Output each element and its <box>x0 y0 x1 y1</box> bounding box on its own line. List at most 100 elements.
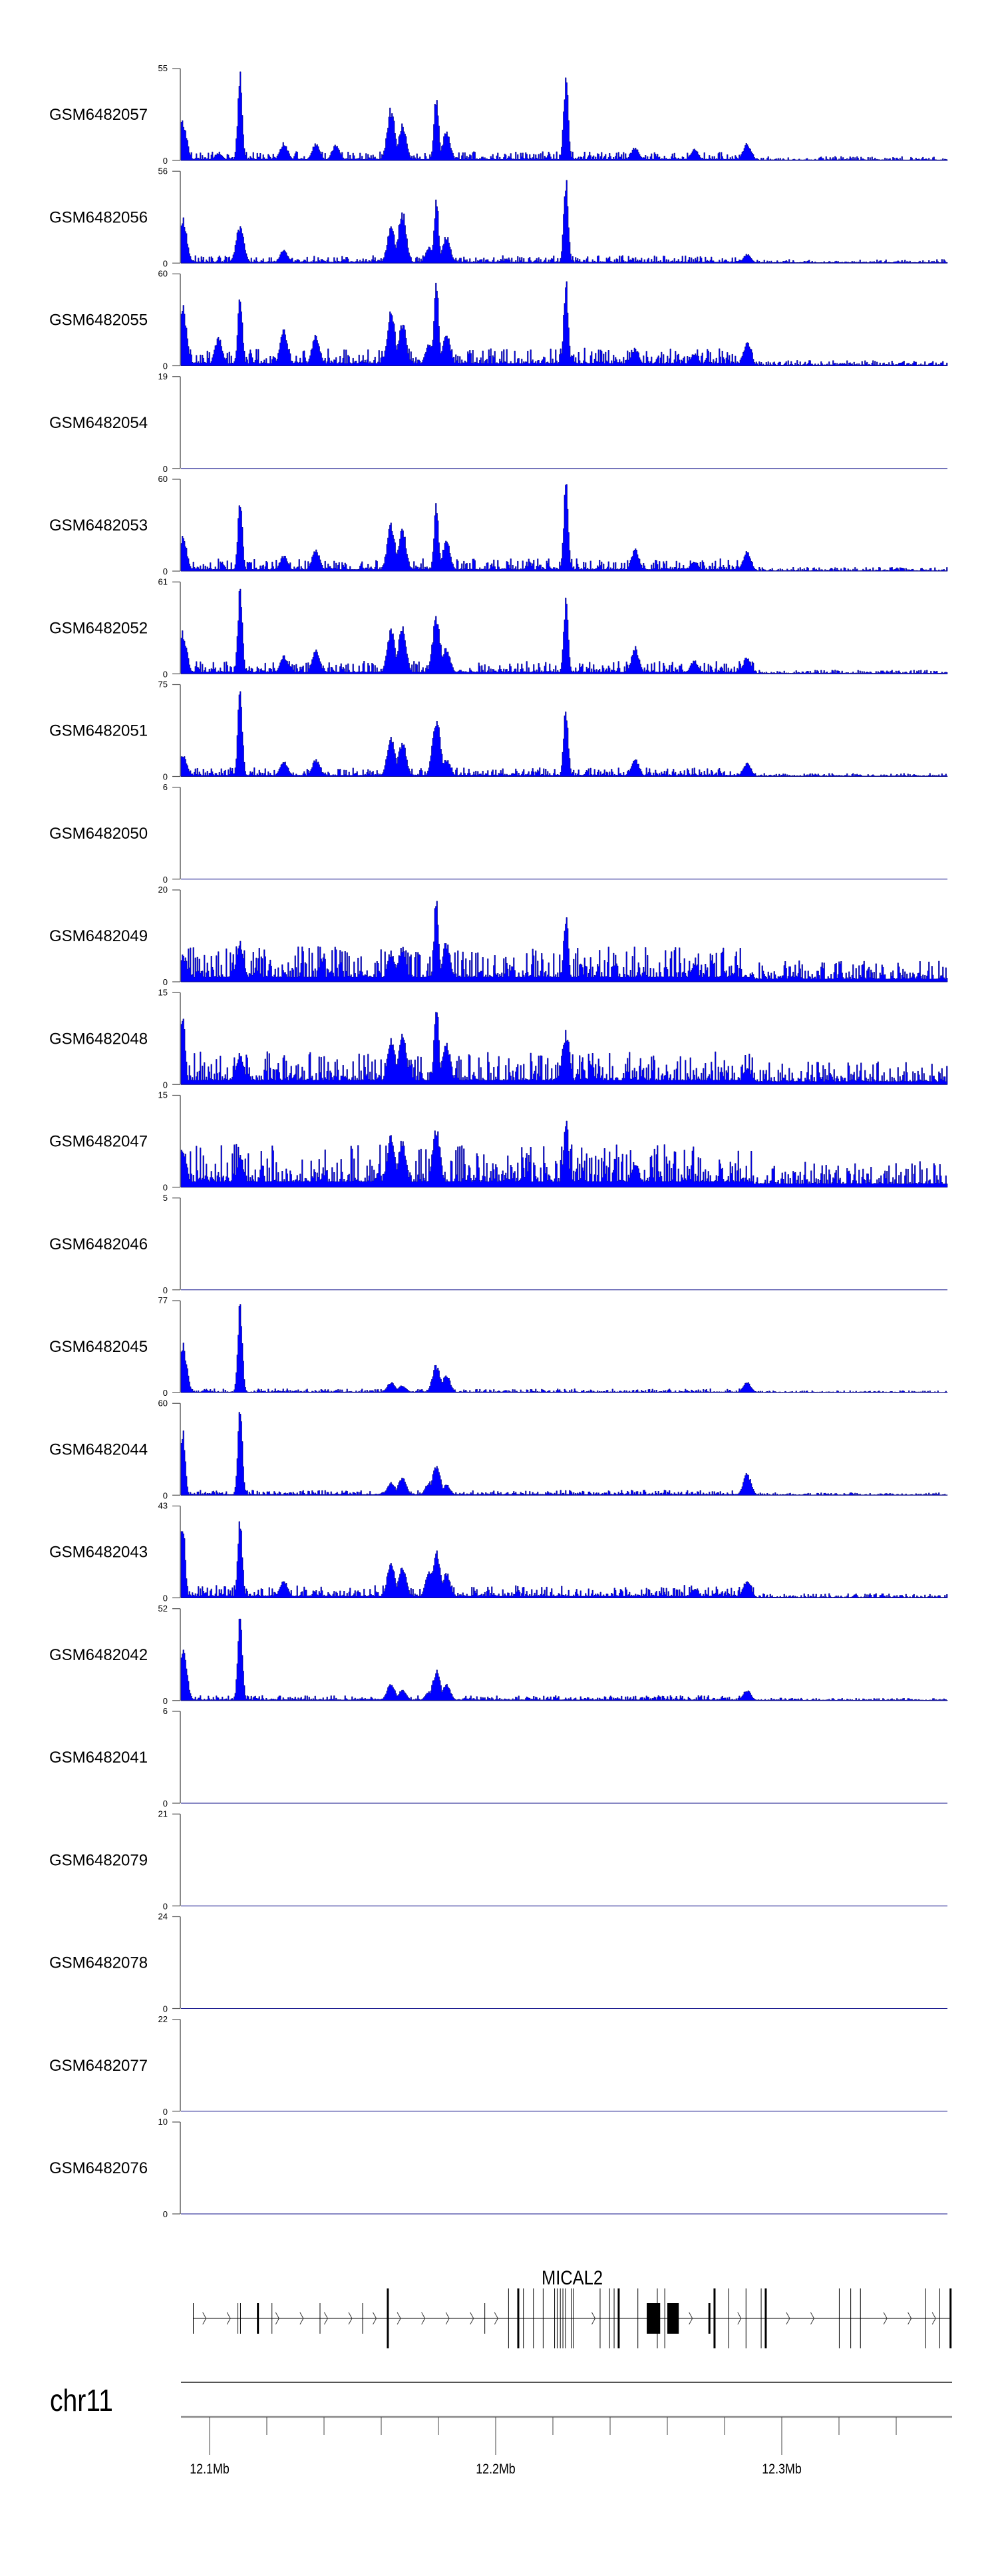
y-tick-label-max: 15 <box>158 1090 168 1100</box>
track-signal <box>180 1521 948 1598</box>
track-label: GSM6482045 <box>49 1338 148 1356</box>
track-signal <box>180 484 948 572</box>
track-GSM6482078: GSM6482078 24 0 <box>49 1912 947 2014</box>
y-tick-label-max: 6 <box>163 1706 168 1716</box>
track-GSM6482055: GSM6482055 60 0 <box>49 269 948 371</box>
track-GSM6482049: GSM6482049 20 0 <box>49 885 948 987</box>
y-tick-label-min: 0 <box>163 566 168 576</box>
strand-arrow-icon <box>397 2312 401 2325</box>
gene-track: MICAL2 <box>192 2266 952 2348</box>
y-tick-label-min: 0 <box>163 2004 168 2014</box>
gene-exon-block <box>647 2303 661 2334</box>
y-tick-label-min: 0 <box>163 669 168 679</box>
y-tick-label-max: 77 <box>158 1295 168 1305</box>
strand-arrow-icon <box>810 2312 815 2325</box>
y-tick-label-max: 5 <box>163 1193 168 1203</box>
track-signal <box>180 180 948 264</box>
strand-arrow-icon <box>348 2312 353 2325</box>
track-label: GSM6482054 <box>49 414 148 432</box>
track-label: GSM6482077 <box>49 2057 148 2075</box>
track-signal <box>180 691 948 777</box>
track-GSM6482046: GSM6482046 5 0 <box>49 1193 947 1295</box>
strand-arrow-icon <box>737 2312 742 2325</box>
track-label: GSM6482044 <box>49 1440 148 1458</box>
y-tick-label-max: 75 <box>158 680 168 690</box>
y-tick-label-min: 0 <box>163 2209 168 2219</box>
y-tick-label-min: 0 <box>163 1388 168 1398</box>
track-signal <box>180 71 948 161</box>
track-label: GSM6482053 <box>49 517 148 535</box>
track-GSM6482044: GSM6482044 60 0 <box>49 1398 948 1500</box>
y-tick-label-min: 0 <box>163 977 168 987</box>
y-tick-label-max: 21 <box>158 1809 168 1819</box>
track-GSM6482077: GSM6482077 22 0 <box>49 2014 947 2117</box>
gene-name: MICAL2 <box>542 2266 603 2288</box>
track-GSM6482041: GSM6482041 6 0 <box>49 1706 947 1809</box>
y-tick-label-max: 52 <box>158 1604 168 1613</box>
strand-arrow-icon <box>591 2312 596 2325</box>
y-tick-label-min: 0 <box>163 1696 168 1706</box>
y-tick-label-max: 43 <box>158 1501 168 1511</box>
track-signal <box>180 1412 948 1496</box>
track-GSM6482052: GSM6482052 61 0 <box>49 576 948 679</box>
strand-arrow-icon <box>494 2312 498 2325</box>
track-GSM6482053: GSM6482053 60 0 <box>49 474 948 576</box>
axis-tick-label: 12.3Mb <box>762 2462 802 2477</box>
track-signal <box>180 588 948 674</box>
track-signal <box>180 1012 948 1085</box>
track-signal <box>180 1120 948 1187</box>
strand-arrow-icon <box>202 2312 207 2325</box>
y-tick-label-min: 0 <box>163 258 168 268</box>
y-tick-label-min: 0 <box>163 1183 168 1193</box>
track-GSM6482048: GSM6482048 15 0 <box>49 987 948 1090</box>
track-GSM6482051: GSM6482051 75 0 <box>49 680 948 782</box>
y-tick-label-max: 10 <box>158 2117 168 2127</box>
y-tick-label-max: 19 <box>158 371 168 381</box>
strand-arrow-icon <box>883 2312 888 2325</box>
strand-arrow-icon <box>324 2312 329 2325</box>
track-signal <box>180 1304 948 1393</box>
track-label: GSM6482049 <box>49 927 148 945</box>
y-tick-label-max: 61 <box>158 576 168 586</box>
y-tick-label-min: 0 <box>163 361 168 371</box>
track-GSM6482076: GSM6482076 10 0 <box>49 2117 947 2219</box>
track-GSM6482047: GSM6482047 15 0 <box>49 1090 948 1193</box>
y-tick-label-max: 24 <box>158 1912 168 1922</box>
y-tick-label-min: 0 <box>163 1080 168 1090</box>
gene-exon-block <box>667 2303 679 2334</box>
track-signal <box>180 281 948 366</box>
track-label: GSM6482056 <box>49 208 148 226</box>
strand-arrow-icon <box>226 2312 231 2325</box>
track-signal <box>180 901 948 982</box>
track-GSM6482043: GSM6482043 43 0 <box>49 1501 948 1604</box>
strand-arrow-icon <box>689 2312 693 2325</box>
strand-arrow-icon <box>908 2312 912 2325</box>
y-tick-label-max: 6 <box>163 782 168 792</box>
y-tick-label-min: 0 <box>163 1490 168 1500</box>
y-tick-label-max: 60 <box>158 474 168 484</box>
y-tick-label-min: 0 <box>163 464 168 474</box>
axis-tick-label: 12.1Mb <box>190 2462 230 2477</box>
y-tick-label-max: 60 <box>158 269 168 279</box>
track-GSM6482079: GSM6482079 21 0 <box>49 1809 947 1911</box>
strand-arrow-icon <box>931 2312 936 2325</box>
y-tick-label-max: 20 <box>158 885 168 895</box>
y-tick-label-min: 0 <box>163 772 168 782</box>
track-label: GSM6482079 <box>49 1851 148 1869</box>
y-tick-label-min: 0 <box>163 1594 168 1604</box>
y-tick-label-min: 0 <box>163 1901 168 1911</box>
track-label: GSM6482078 <box>49 1954 148 1972</box>
track-GSM6482057: GSM6482057 55 0 <box>49 63 948 166</box>
strand-arrow-icon <box>445 2312 450 2325</box>
axis-tick-label: 12.2Mb <box>476 2462 516 2477</box>
y-tick-label-max: 56 <box>158 166 168 176</box>
track-label: GSM6482076 <box>49 2159 148 2177</box>
track-label: GSM6482055 <box>49 312 148 329</box>
track-label: GSM6482052 <box>49 619 148 637</box>
track-label: GSM6482057 <box>49 106 148 124</box>
track-label: GSM6482041 <box>49 1749 148 1767</box>
track-label: GSM6482043 <box>49 1544 148 1562</box>
strand-arrow-icon <box>421 2312 426 2325</box>
strand-arrow-icon <box>470 2312 474 2325</box>
track-GSM6482056: GSM6482056 56 0 <box>49 166 948 268</box>
